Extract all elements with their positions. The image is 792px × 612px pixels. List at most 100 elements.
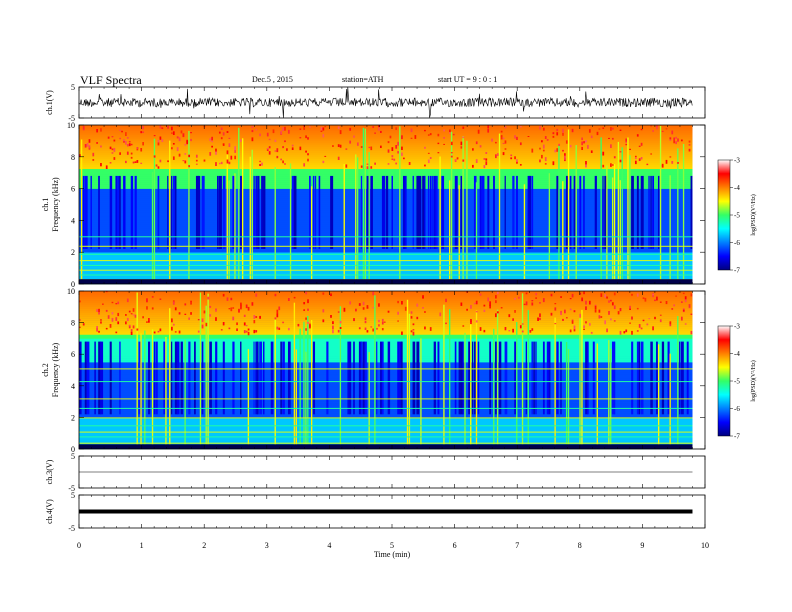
spectrogram-speckle — [220, 329, 223, 331]
y-axis-label: ch.1 — [41, 198, 50, 212]
spectrogram-speckle — [126, 317, 129, 322]
spectrogram-speckle — [303, 309, 306, 311]
spectrogram-speckle — [401, 152, 403, 156]
spectrogram-band — [79, 270, 693, 273]
spectrogram-band — [79, 162, 693, 166]
spectrogram-speckle — [142, 316, 144, 319]
spectrogram-streak — [527, 175, 531, 249]
spectrogram-speckle — [682, 292, 685, 295]
spectrogram-streak — [374, 295, 376, 446]
spectrogram-speckle — [544, 163, 547, 165]
spectrogram-speckle — [483, 329, 486, 333]
spectrogram-speckle — [259, 164, 261, 166]
spectrogram-streak — [293, 302, 296, 446]
spectrogram-band — [79, 174, 693, 177]
spectrogram-speckle — [558, 143, 561, 146]
spectrogram-speckle — [293, 296, 296, 299]
spectrogram-speckle — [391, 147, 394, 151]
spectrogram-speckle — [172, 156, 175, 160]
spectrogram-speckle — [218, 131, 221, 134]
colorbar-gradient — [717, 325, 731, 437]
spectrogram-band — [79, 387, 693, 391]
spectrogram-speckle — [287, 298, 290, 301]
spectrogram-streak — [171, 175, 173, 249]
spectrogram-speckle — [167, 160, 169, 163]
spectrogram-speckle — [604, 320, 607, 325]
spectrogram-speckle — [562, 318, 564, 321]
spectrogram-band — [79, 429, 693, 432]
spectrogram-speckle — [654, 316, 656, 320]
spectrogram-streak — [226, 153, 228, 281]
colorbar-tick-label: -5 — [734, 212, 740, 220]
spectrogram-speckle — [209, 138, 212, 142]
spectrogram-speckle — [571, 128, 574, 133]
spectrogram-speckle — [610, 299, 612, 302]
ch3-waveform-panel: 5 -5 ch.3(V) — [45, 452, 706, 493]
spectrogram-speckle — [211, 141, 214, 143]
spectrogram-streak — [481, 175, 485, 249]
spectrogram-speckle — [278, 306, 281, 311]
spectrogram-streak — [435, 175, 438, 249]
date-label: Dec.5 , 2015 — [252, 75, 293, 84]
spectrogram-speckle — [174, 331, 177, 333]
spectrogram-streak — [677, 148, 679, 281]
spectrogram-speckle — [573, 325, 576, 330]
spectrogram-speckle — [109, 324, 112, 328]
spectrogram-band — [79, 356, 693, 359]
spectrogram-speckle — [541, 140, 543, 143]
spectrogram-speckle — [251, 126, 254, 129]
spectrogram-band — [79, 144, 693, 148]
spectrogram-speckle — [554, 303, 557, 305]
spectrogram-speckle — [128, 141, 131, 143]
spectrogram-streak — [339, 306, 342, 446]
spectrogram-speckle — [514, 156, 516, 160]
spectrogram-streak — [523, 184, 526, 281]
spectrogram-speckle — [462, 325, 465, 327]
spectrogram-streak — [542, 341, 545, 415]
spectrogram-band — [79, 302, 693, 306]
spectrogram-speckle — [611, 127, 614, 130]
spectrogram-speckle — [134, 314, 137, 318]
spectrogram-streak — [429, 175, 432, 249]
spectrogram-speckle — [610, 318, 612, 321]
spectrogram-streak — [458, 185, 460, 281]
spectrogram-speckle — [374, 162, 376, 165]
spectrogram-speckle — [510, 154, 513, 157]
spectrogram-speckle — [439, 312, 442, 317]
spectrogram-speckle — [123, 139, 125, 142]
spectrogram-speckle — [470, 320, 472, 325]
spectrogram-speckle — [172, 323, 175, 326]
spectrogram-streak — [548, 173, 551, 281]
spectrogram-speckle — [159, 136, 162, 140]
spectrogram-speckle — [119, 137, 121, 140]
spectrogram-streak — [326, 341, 329, 415]
spectrogram-speckle — [583, 325, 585, 328]
spectrogram-streak — [579, 175, 582, 249]
spectrogram-band — [79, 354, 693, 357]
spectrogram-streak — [560, 341, 562, 415]
spectrogram-speckle — [370, 166, 373, 169]
spectrogram-speckle — [307, 158, 309, 162]
spectrogram-streak — [669, 353, 671, 446]
spectrogram-speckle — [148, 320, 150, 323]
spectrogram-speckle — [427, 159, 430, 164]
spectrogram-streak — [274, 318, 276, 446]
spectrogram-speckle — [236, 328, 238, 331]
spectrogram-speckle — [460, 141, 463, 146]
spectrogram-streak — [504, 341, 508, 415]
spectrogram-streak — [172, 175, 176, 249]
spectrogram-speckle — [305, 328, 307, 331]
spectrogram-speckle — [136, 328, 139, 331]
spectrogram-speckle — [581, 298, 584, 302]
spectrogram-speckle — [487, 125, 490, 129]
spectrogram-speckle — [251, 137, 254, 142]
spectrogram-streak — [581, 309, 583, 446]
spectrogram-speckle — [472, 148, 474, 151]
spectrogram-speckle — [117, 301, 120, 305]
spectrogram-speckle — [401, 301, 403, 305]
spectrogram-speckle — [502, 152, 505, 156]
spectrogram-speckle — [427, 152, 430, 154]
spectrogram-speckle — [673, 140, 676, 144]
spectrogram-speckle — [356, 142, 359, 146]
spectrogram-streak — [531, 175, 534, 249]
